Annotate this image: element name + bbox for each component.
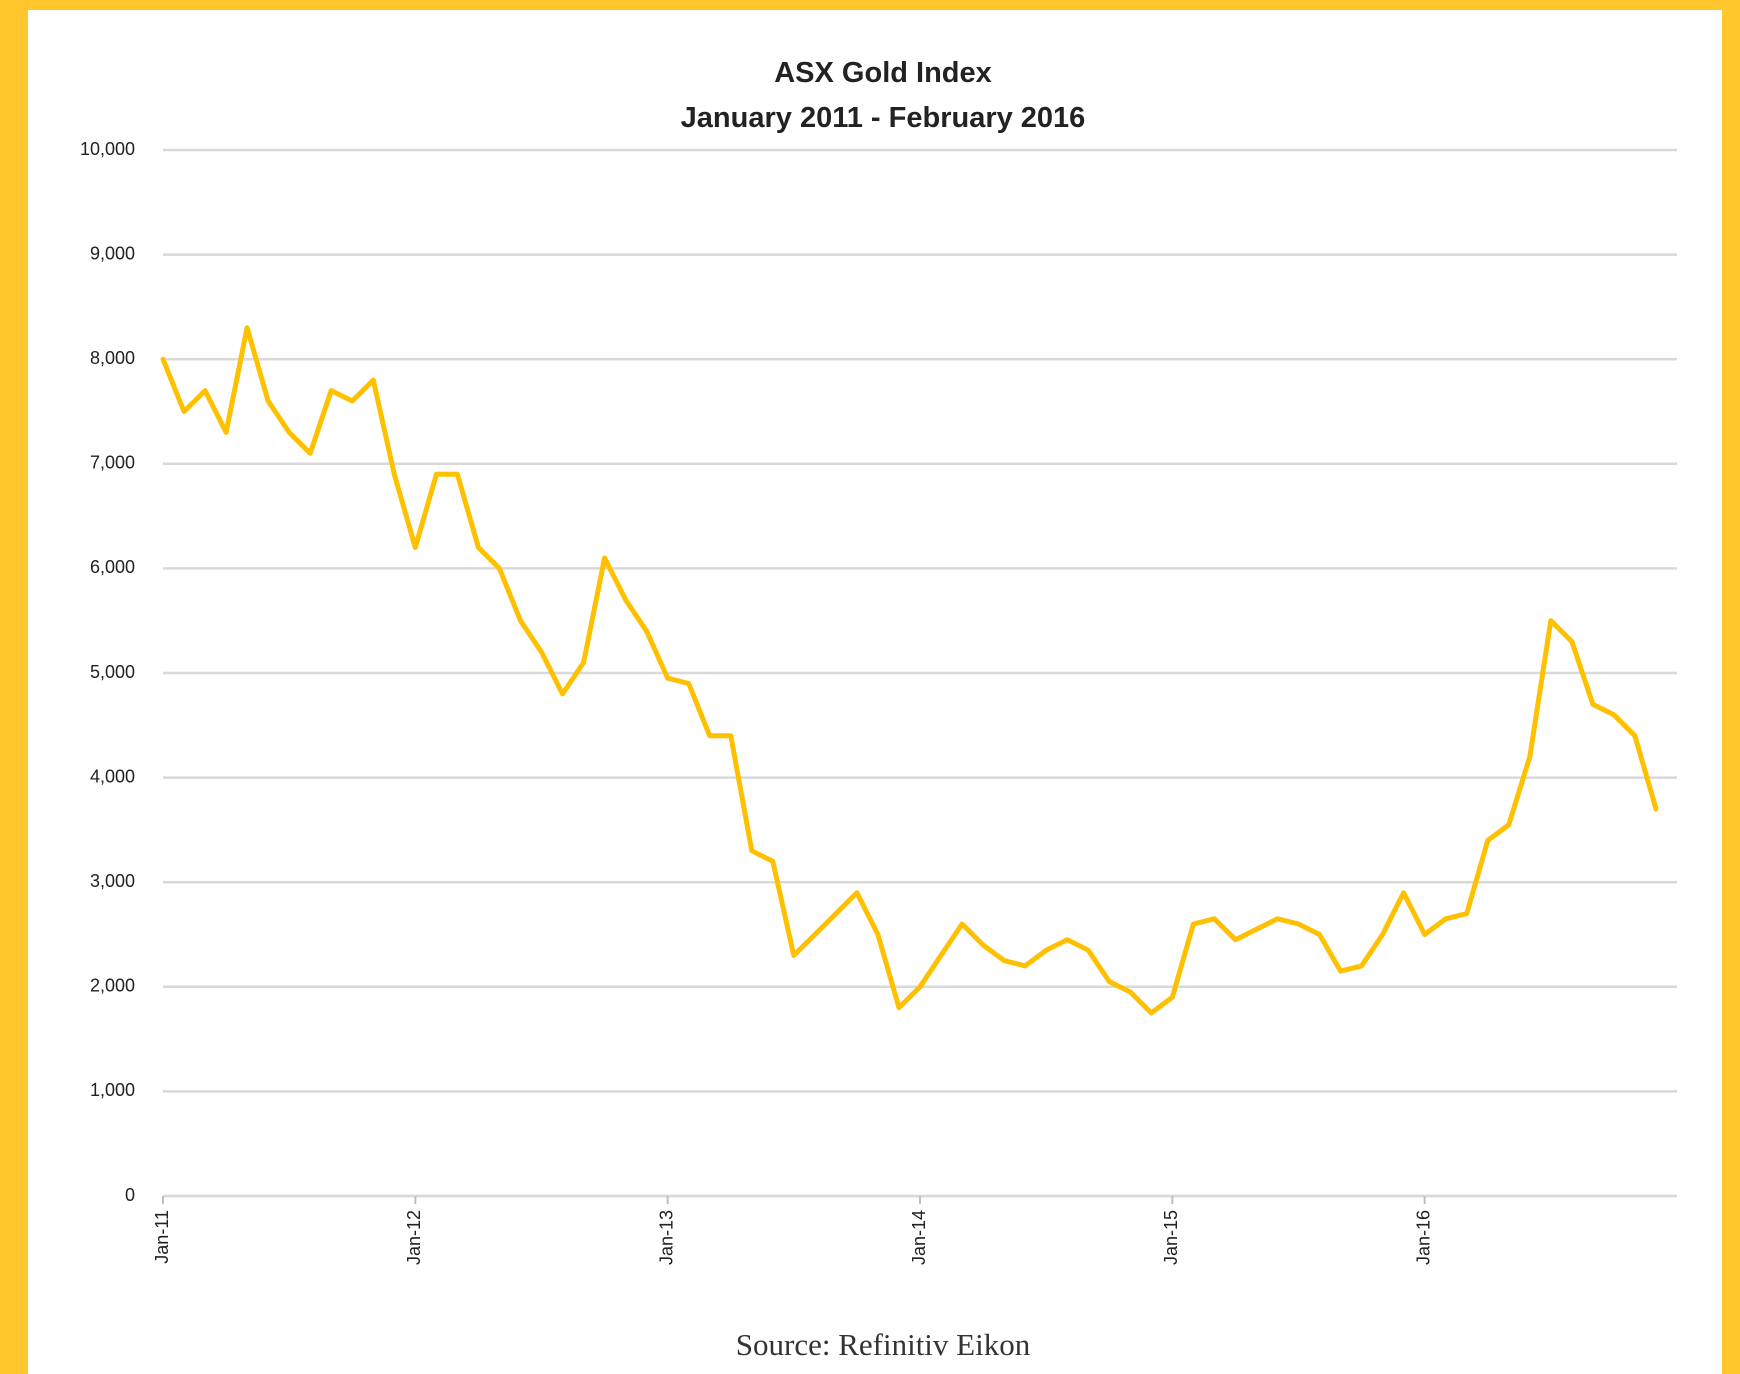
y-tick-label: 3,000 — [90, 871, 135, 891]
y-tick-label: 9,000 — [90, 243, 135, 263]
index-line — [160, 325, 1659, 1016]
y-tick-label: 4,000 — [90, 766, 135, 786]
y-tick-label: 6,000 — [90, 557, 135, 577]
x-tick-label: Jan-12 — [404, 1210, 424, 1265]
x-tick-label: Jan-14 — [909, 1210, 929, 1265]
y-tick-label: 5,000 — [90, 662, 135, 682]
chart-subtitle: January 2011 - February 2016 — [681, 102, 1086, 134]
y-tick-label: 0 — [125, 1185, 135, 1205]
chart: ASX Gold Index January 2011 - February 2… — [80, 57, 1677, 1362]
y-tick-label: 1,000 — [90, 1080, 135, 1100]
y-tick-label: 8,000 — [90, 348, 135, 368]
y-tick-label: 7,000 — [90, 453, 135, 473]
source-note: Source: Refinitiv Eikon — [736, 1327, 1031, 1362]
x-tick-label: Jan-11 — [152, 1210, 172, 1264]
chart-frame: ASX Gold Index January 2011 - February 2… — [28, 10, 1722, 1374]
y-tick-label: 2,000 — [90, 976, 135, 996]
x-tick-label: Jan-13 — [656, 1210, 676, 1265]
x-tick-label: Jan-16 — [1413, 1210, 1433, 1265]
x-tick-label: Jan-15 — [1161, 1210, 1181, 1265]
y-tick-label: 10,000 — [80, 139, 135, 159]
chart-title: ASX Gold Index — [774, 57, 992, 89]
